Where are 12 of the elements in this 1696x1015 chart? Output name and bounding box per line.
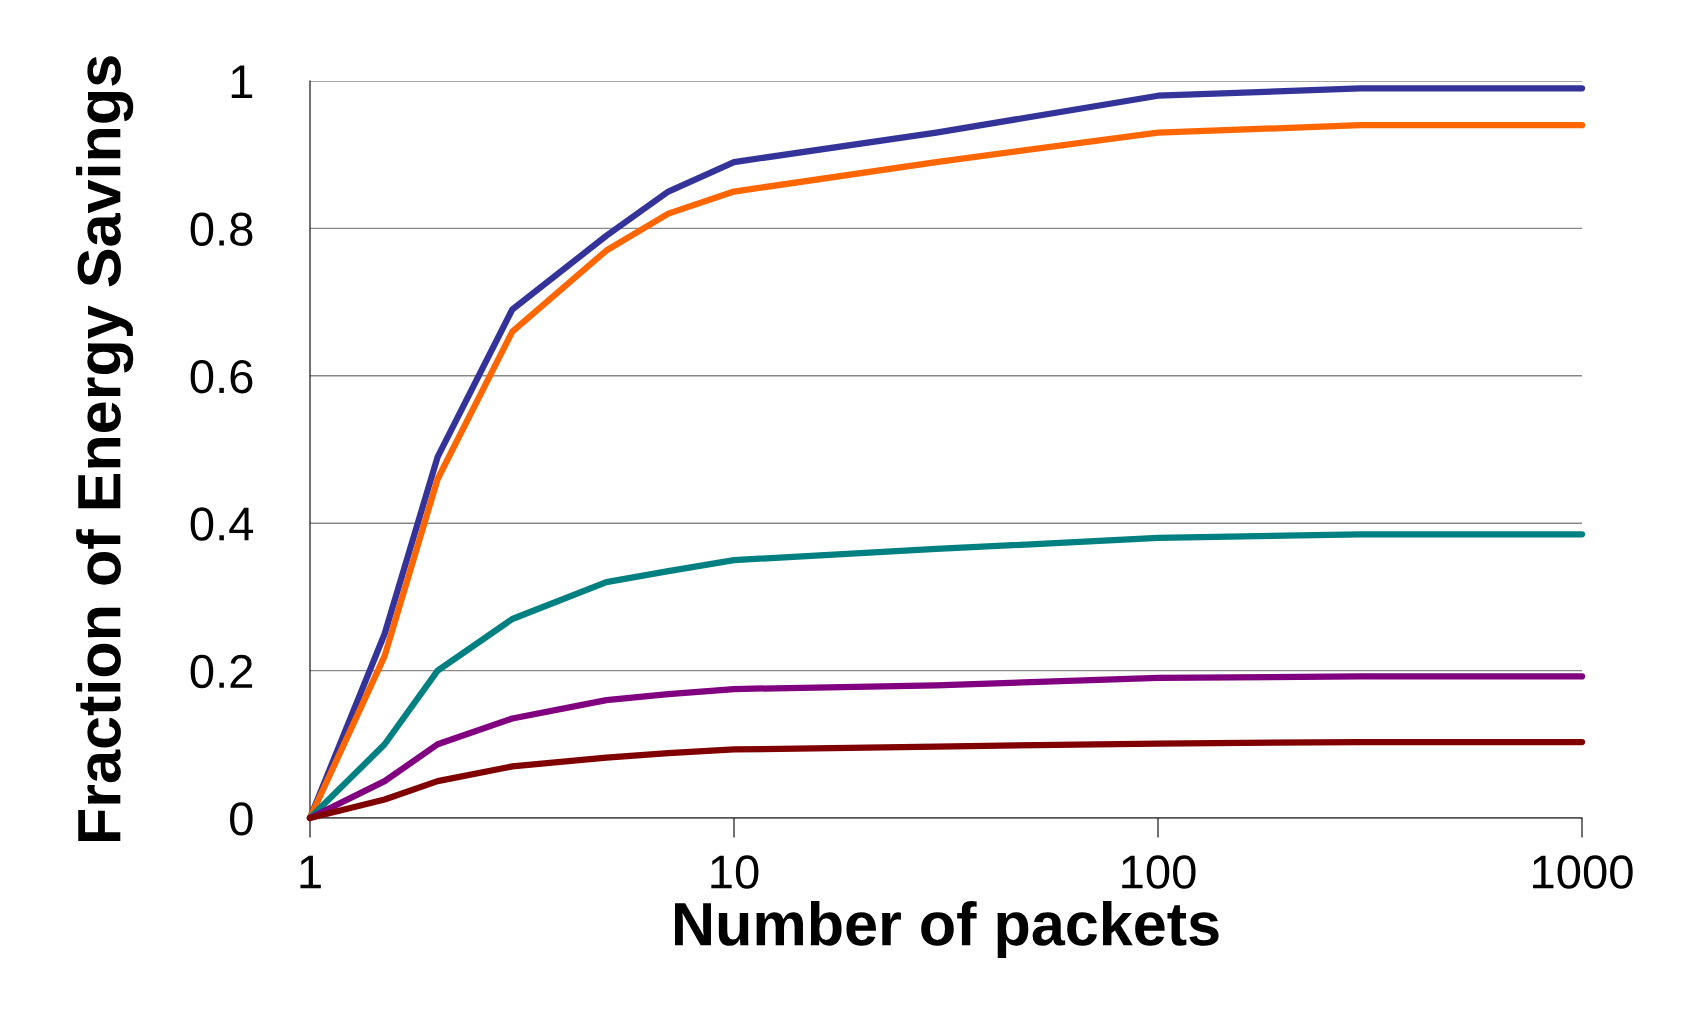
x-tick-label: 100 <box>1122 855 1196 889</box>
y-axis-title: Fraction of Energy Savings <box>76 56 134 841</box>
y-tick-label: 0 <box>230 802 253 836</box>
x-tick-label: 1000 <box>1533 855 1633 889</box>
x-axis-title: Number of packets <box>675 900 1219 958</box>
x-tick-label: 10 <box>711 855 759 889</box>
y-tick-label: 1 <box>231 65 253 99</box>
y-tick-label: 0.2 <box>190 654 253 689</box>
x-tick-label: 1 <box>300 855 321 889</box>
y-tick-label: 0.8 <box>190 212 253 246</box>
y-tick-label: 0.6 <box>190 359 253 394</box>
y-tick-label: 0.4 <box>190 507 254 541</box>
